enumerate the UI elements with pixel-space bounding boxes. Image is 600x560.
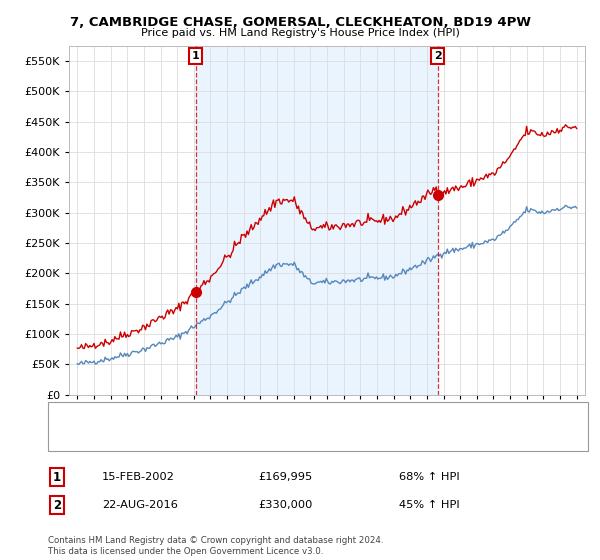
Text: 15-FEB-2002: 15-FEB-2002	[102, 472, 175, 482]
Text: £330,000: £330,000	[258, 500, 313, 510]
Text: 68% ↑ HPI: 68% ↑ HPI	[399, 472, 460, 482]
Text: Contains HM Land Registry data © Crown copyright and database right 2024.
This d: Contains HM Land Registry data © Crown c…	[48, 536, 383, 556]
Text: 22-AUG-2016: 22-AUG-2016	[102, 500, 178, 510]
Text: 7, CAMBRIDGE CHASE, GOMERSAL, CLECKHEATON, BD19 4PW (detached house): 7, CAMBRIDGE CHASE, GOMERSAL, CLECKHEATO…	[93, 410, 495, 421]
Text: £169,995: £169,995	[258, 472, 312, 482]
Bar	[196, 46, 437, 395]
Text: 1: 1	[192, 51, 200, 61]
Text: 7, CAMBRIDGE CHASE, GOMERSAL, CLECKHEATON, BD19 4PW: 7, CAMBRIDGE CHASE, GOMERSAL, CLECKHEATO…	[70, 16, 530, 29]
Text: Price paid vs. HM Land Registry's House Price Index (HPI): Price paid vs. HM Land Registry's House …	[140, 28, 460, 38]
Text: 2: 2	[53, 498, 61, 512]
Text: 45% ↑ HPI: 45% ↑ HPI	[399, 500, 460, 510]
Text: 1: 1	[53, 470, 61, 484]
Text: 2: 2	[434, 51, 442, 61]
Text: HPI: Average price, detached house, Kirklees: HPI: Average price, detached house, Kirk…	[93, 432, 317, 442]
